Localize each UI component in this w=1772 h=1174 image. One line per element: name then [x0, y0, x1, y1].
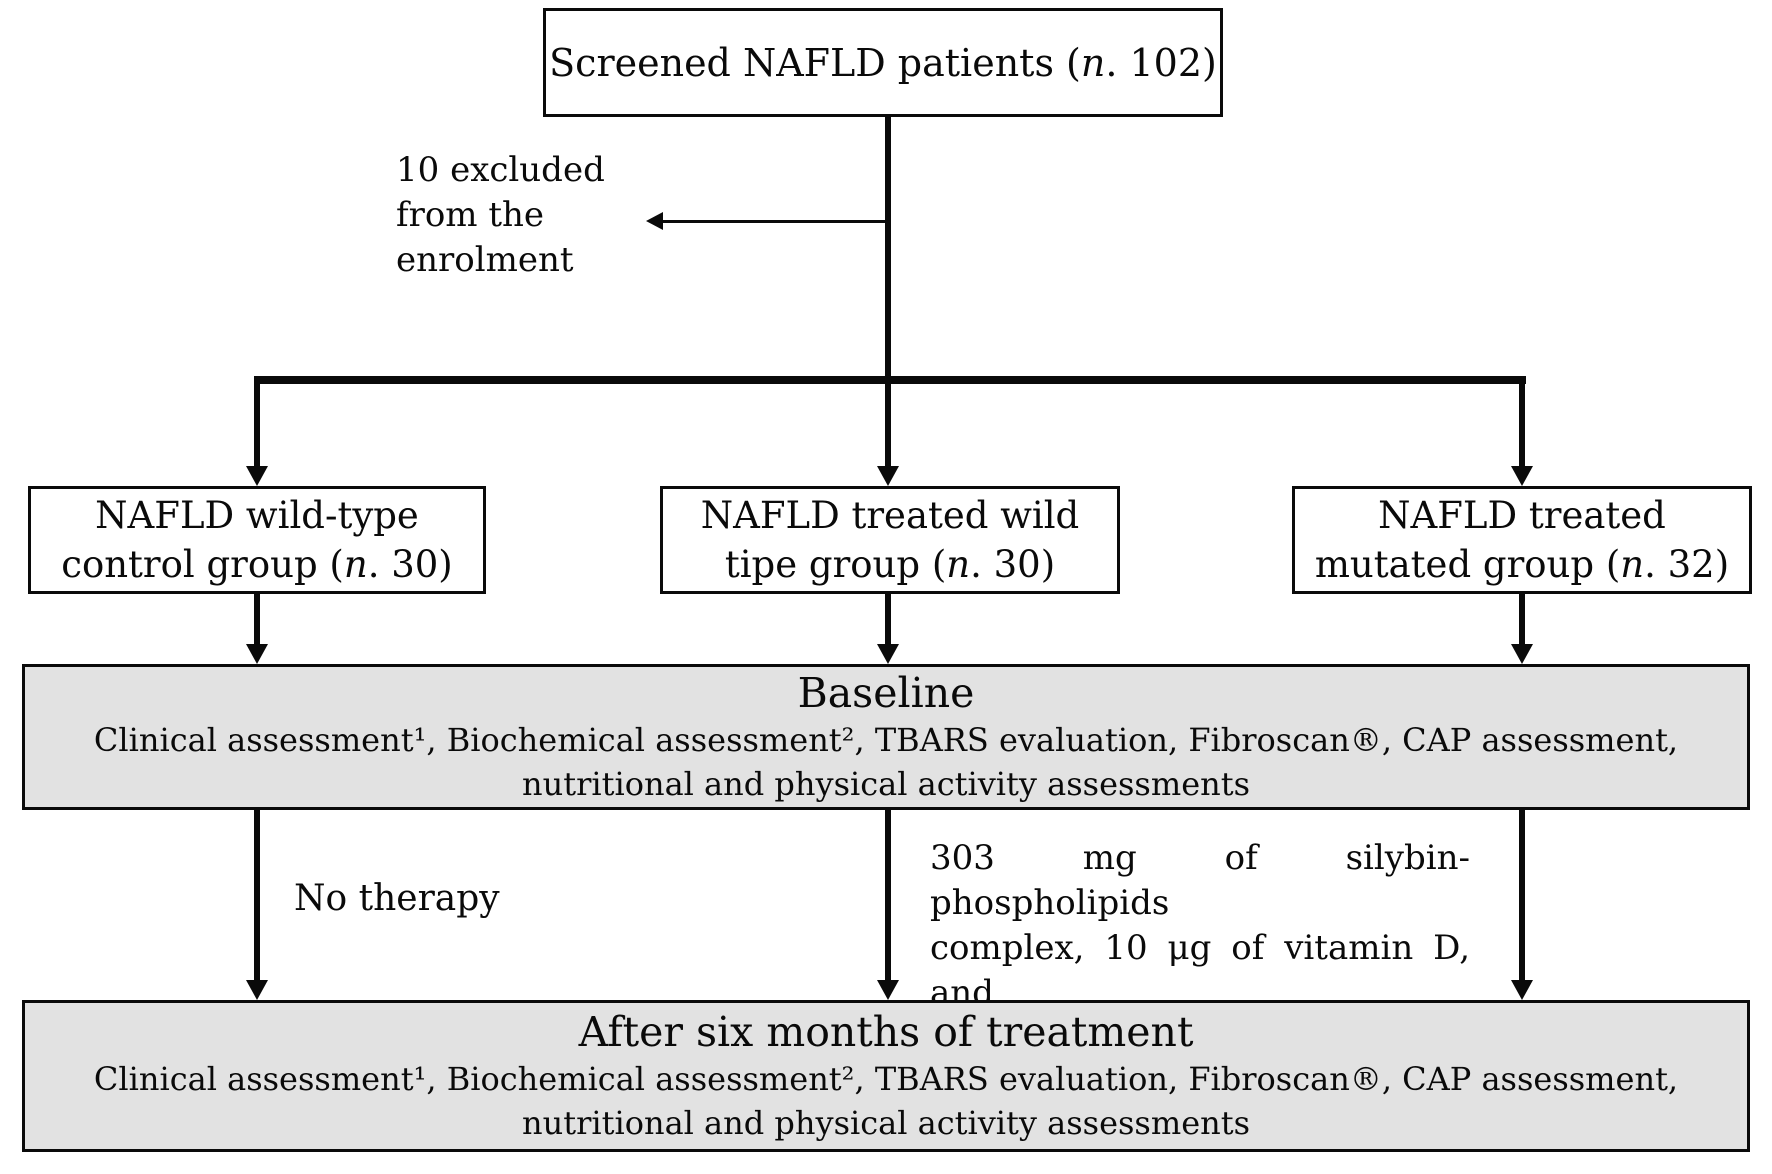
group-treated-wild-line2: tipe group (n. 30): [725, 540, 1055, 589]
group-treated-mutated-n: n: [1620, 543, 1645, 586]
after-treatment-phase-box: After six months of treatment Clinical a…: [22, 1000, 1750, 1152]
excluded-arrow-line: [662, 220, 886, 223]
group-control-line2-post: . 30): [367, 543, 453, 586]
branch-drop-middle-arrowhead: [877, 466, 899, 486]
group-box-treated-mutated: NAFLD treated mutated group (n. 32): [1292, 486, 1752, 594]
group-to-baseline-middle-arrowhead: [877, 644, 899, 664]
branch-drop-left-shaft: [254, 380, 260, 468]
connector-top-to-branch: [885, 117, 891, 380]
group-treated-mutated-line2-pre: mutated group (: [1314, 543, 1621, 586]
baseline-phase-box: Baseline Clinical assessment¹, Biochemic…: [22, 664, 1750, 810]
screened-patients-n: n: [1080, 40, 1106, 85]
group-treated-mutated-line1: NAFLD treated: [1378, 494, 1666, 537]
after-treatment-body-line1: Clinical assessment¹, Biochemical assess…: [93, 1060, 1679, 1098]
baseline-to-after-right-shaft: [1519, 810, 1525, 982]
baseline-to-after-left-arrowhead: [246, 980, 268, 1000]
screened-patients-text-post: . 102): [1105, 40, 1217, 85]
group-treated-wild-line2-post: . 30): [970, 543, 1056, 586]
branch-drop-middle-shaft: [885, 380, 891, 468]
group-to-baseline-right-shaft: [1519, 594, 1525, 646]
branch-drop-right-shaft: [1519, 380, 1525, 468]
treatment-note-line1: 303 mg of silybin-phospholipids: [930, 838, 1470, 923]
group-to-baseline-left-shaft: [254, 594, 260, 646]
baseline-body-line1: Clinical assessment¹, Biochemical assess…: [93, 721, 1679, 759]
screened-patients-label: Screened NAFLD patients (n. 102): [549, 41, 1217, 85]
no-therapy-label: No therapy: [294, 878, 500, 919]
baseline-to-after-middle-shaft: [885, 810, 891, 982]
baseline-to-after-middle-arrowhead: [877, 980, 899, 1000]
excluded-arrowhead: [646, 212, 663, 230]
after-treatment-body-line2: nutritional and physical activity assess…: [521, 1104, 1251, 1142]
baseline-title: Baseline: [797, 669, 975, 717]
branch-drop-right-arrowhead: [1511, 466, 1533, 486]
after-treatment-title: After six months of treatment: [578, 1008, 1194, 1056]
group-control-n: n: [343, 543, 368, 586]
group-control-line2: control group (n. 30): [61, 540, 453, 589]
group-control-line2-pre: control group (: [61, 543, 344, 586]
baseline-to-after-right-arrowhead: [1511, 980, 1533, 1000]
group-treated-wild-n: n: [946, 543, 971, 586]
group-box-treated-wild: NAFLD treated wild tipe group (n. 30): [660, 486, 1120, 594]
group-treated-mutated-line2-post: . 32): [1644, 543, 1730, 586]
excluded-note: 10 excluded from the enrolment: [396, 150, 605, 280]
group-to-baseline-left-arrowhead: [246, 644, 268, 664]
group-treated-wild-line1: NAFLD treated wild: [700, 494, 1080, 537]
branch-drop-left-arrowhead: [246, 466, 268, 486]
group-to-baseline-right-arrowhead: [1511, 644, 1533, 664]
group-treated-wild-line2-pre: tipe group (: [724, 543, 947, 586]
group-control-line1: NAFLD wild-type: [95, 494, 419, 537]
screened-patients-text-pre: Screened NAFLD patients (: [549, 40, 1081, 85]
baseline-to-after-left-shaft: [254, 810, 260, 982]
group-box-control: NAFLD wild-type control group (n. 30): [28, 486, 486, 594]
baseline-body-line2: nutritional and physical activity assess…: [521, 765, 1251, 803]
group-treated-mutated-line2: mutated group (n. 32): [1315, 540, 1729, 589]
screened-patients-box: Screened NAFLD patients (n. 102): [543, 8, 1223, 117]
group-to-baseline-middle-shaft: [885, 594, 891, 646]
